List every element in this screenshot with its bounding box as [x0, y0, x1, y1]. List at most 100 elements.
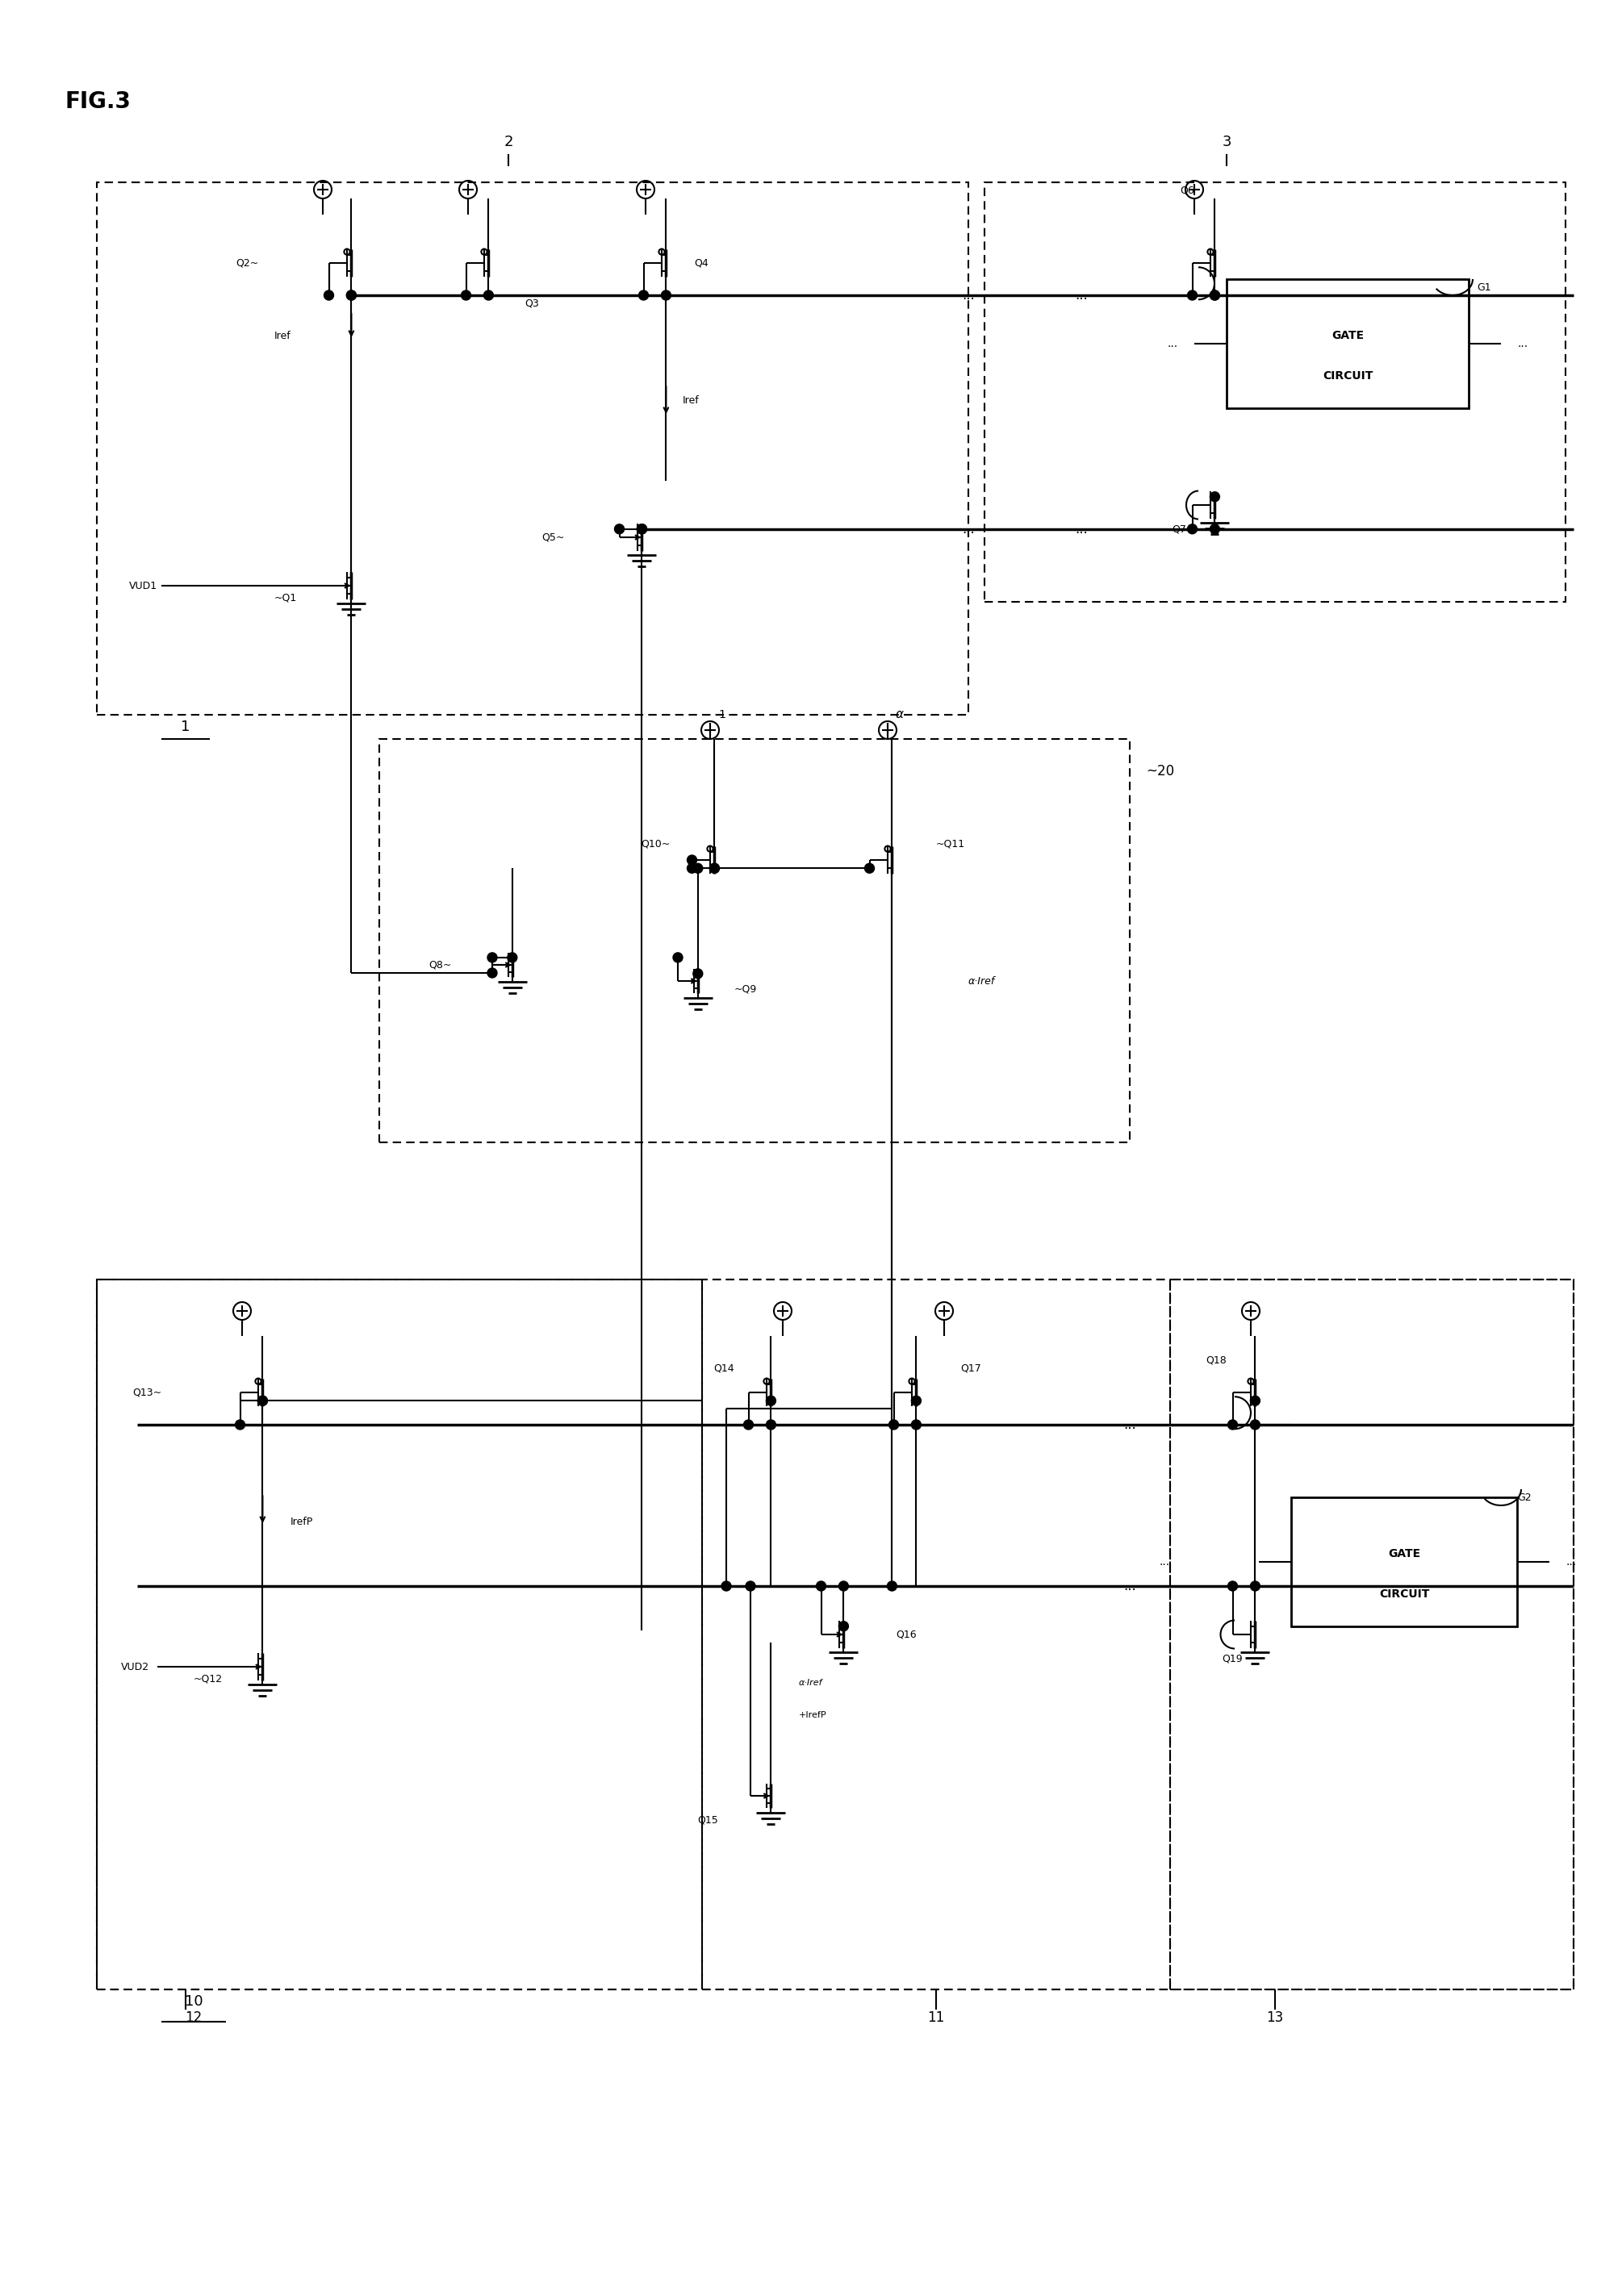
- Text: ...: ...: [1160, 1557, 1169, 1568]
- Text: ...: ...: [1124, 1417, 1135, 1433]
- Text: α·Iref: α·Iref: [968, 976, 996, 987]
- Circle shape: [637, 523, 647, 535]
- Text: ~20: ~20: [1145, 765, 1174, 778]
- Text: 1: 1: [182, 719, 190, 735]
- Text: 3: 3: [1221, 135, 1231, 149]
- Circle shape: [324, 289, 334, 301]
- Bar: [1226, 280, 1468, 409]
- Text: Q5~: Q5~: [542, 533, 564, 542]
- Text: CIRCUIT: CIRCUIT: [1322, 370, 1372, 381]
- Text: ~Q1: ~Q1: [274, 592, 297, 604]
- Circle shape: [461, 289, 470, 301]
- Text: Q4: Q4: [694, 257, 709, 269]
- Text: VUD2: VUD2: [122, 1662, 149, 1671]
- Text: Q14: Q14: [714, 1364, 735, 1373]
- Bar: [1169, 1279, 1573, 1988]
- Circle shape: [710, 863, 719, 872]
- Text: α·Iref: α·Iref: [800, 1678, 822, 1688]
- Text: Q6: Q6: [1179, 186, 1194, 195]
- Text: α: α: [895, 709, 903, 721]
- Circle shape: [1228, 1419, 1238, 1430]
- Circle shape: [839, 1621, 848, 1630]
- Circle shape: [487, 969, 496, 978]
- Text: Q2~: Q2~: [235, 257, 258, 269]
- Text: 12: 12: [185, 2011, 203, 2025]
- Circle shape: [746, 1582, 756, 1591]
- Text: ...: ...: [1565, 1557, 1577, 1568]
- Text: Iref: Iref: [274, 331, 290, 340]
- Text: G2: G2: [1517, 1492, 1531, 1502]
- Text: Q10~: Q10~: [641, 838, 670, 850]
- Text: G1: G1: [1476, 282, 1491, 292]
- Bar: [97, 1279, 702, 1988]
- Text: Iref: Iref: [683, 395, 699, 406]
- Text: 2: 2: [504, 135, 513, 149]
- Circle shape: [673, 953, 683, 962]
- Text: 11: 11: [928, 2011, 944, 2025]
- Circle shape: [1210, 523, 1220, 535]
- Text: ~Q9: ~Q9: [735, 983, 757, 994]
- Circle shape: [1187, 523, 1197, 535]
- Circle shape: [1210, 491, 1220, 501]
- Text: ...: ...: [1517, 338, 1528, 349]
- Text: Q19: Q19: [1221, 1653, 1242, 1665]
- Circle shape: [235, 1419, 245, 1430]
- Text: CIRCUIT: CIRCUIT: [1379, 1589, 1429, 1600]
- Circle shape: [487, 953, 496, 962]
- Circle shape: [889, 1419, 899, 1430]
- Circle shape: [766, 1419, 775, 1430]
- Circle shape: [693, 969, 702, 978]
- Circle shape: [1210, 289, 1220, 301]
- Text: 13: 13: [1267, 2011, 1283, 2025]
- Text: 1: 1: [719, 709, 725, 721]
- Circle shape: [662, 289, 672, 301]
- Text: ...: ...: [962, 521, 975, 537]
- Circle shape: [766, 1396, 775, 1405]
- Circle shape: [693, 863, 702, 872]
- Text: Q18: Q18: [1205, 1355, 1226, 1366]
- Text: ~Q12: ~Q12: [193, 1674, 222, 1683]
- Circle shape: [1251, 1396, 1260, 1405]
- Circle shape: [637, 523, 647, 535]
- Circle shape: [1187, 289, 1197, 301]
- Text: FIG.3: FIG.3: [65, 90, 131, 113]
- Bar: [97, 181, 968, 714]
- Circle shape: [743, 1419, 753, 1430]
- Circle shape: [1251, 1582, 1260, 1591]
- Circle shape: [347, 289, 357, 301]
- Circle shape: [483, 289, 493, 301]
- Text: IrefP: IrefP: [290, 1515, 313, 1527]
- Circle shape: [1251, 1419, 1260, 1430]
- Text: ...: ...: [1168, 338, 1178, 349]
- Circle shape: [912, 1396, 921, 1405]
- Bar: [97, 1279, 1573, 1988]
- Text: ...: ...: [1075, 521, 1088, 537]
- Text: ~Q11: ~Q11: [936, 838, 965, 850]
- Text: ...: ...: [1124, 1580, 1135, 1593]
- Circle shape: [887, 1582, 897, 1591]
- Text: GATE: GATE: [1388, 1548, 1421, 1559]
- Circle shape: [1228, 1582, 1238, 1591]
- Circle shape: [688, 863, 697, 872]
- Text: Q17: Q17: [960, 1364, 981, 1373]
- Circle shape: [258, 1396, 268, 1405]
- Text: VUD1: VUD1: [130, 581, 157, 590]
- Circle shape: [839, 1582, 848, 1591]
- Text: ...: ...: [962, 287, 975, 303]
- Circle shape: [688, 854, 697, 866]
- Circle shape: [615, 523, 624, 535]
- Circle shape: [1210, 289, 1220, 301]
- Text: Q3: Q3: [524, 298, 539, 308]
- Text: +IrefP: +IrefP: [800, 1711, 827, 1720]
- Circle shape: [722, 1582, 732, 1591]
- Circle shape: [816, 1582, 826, 1591]
- Circle shape: [639, 289, 649, 301]
- Bar: [380, 739, 1131, 1143]
- Bar: [985, 181, 1565, 602]
- Text: Q15: Q15: [697, 1814, 719, 1825]
- Circle shape: [258, 1396, 268, 1405]
- Circle shape: [347, 289, 357, 301]
- Text: 10: 10: [185, 1995, 203, 2009]
- Text: ...: ...: [1075, 287, 1088, 303]
- Bar: [702, 1279, 1169, 1988]
